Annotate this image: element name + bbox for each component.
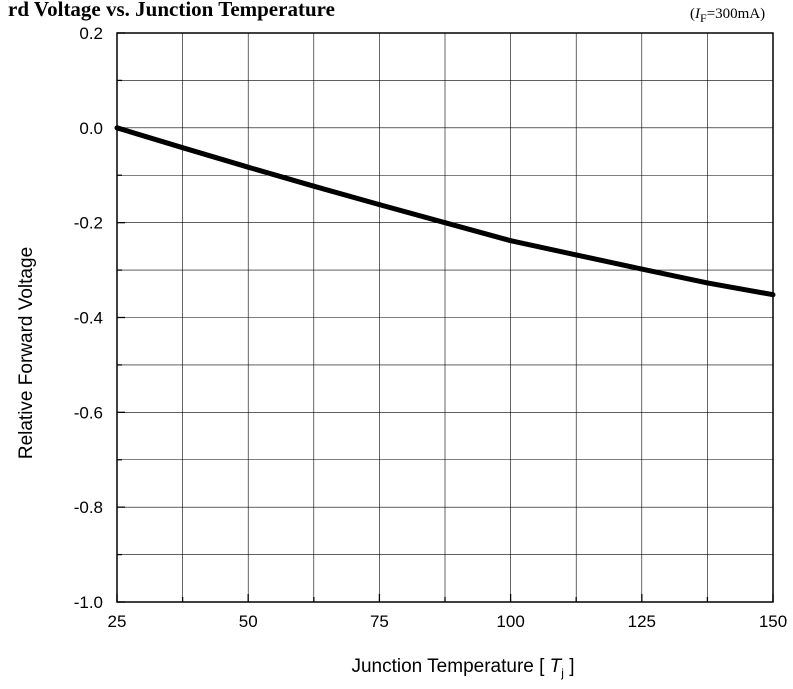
y-tick-label: -0.6 [74,403,103,422]
chart-title: rd Voltage vs. Junction Temperature [8,0,335,21]
x-tick-label: 50 [239,612,258,631]
y-tick-label: 0.2 [79,24,103,43]
test-condition: (IF=300mA) [690,6,765,25]
data-point [245,164,251,170]
y-tick-label: -0.4 [74,309,103,328]
x-tick-label: 150 [759,612,787,631]
data-point [573,252,579,258]
data-point [704,280,710,286]
grid-lines [117,33,773,602]
y-tick-label: -0.2 [74,214,103,233]
y-tick-label: 0.0 [79,119,103,138]
x-tick-label: 25 [108,612,127,631]
y-axis-title: Relative Forward Voltage [16,247,37,459]
data-point [311,183,317,189]
y-tick-label: -1.0 [74,593,103,612]
x-tick-label: 100 [496,612,524,631]
y-tick-label: -0.8 [74,498,103,517]
data-point [180,145,186,151]
data-point [376,202,382,208]
x-tick-label: 75 [370,612,389,631]
x-tick-label: 125 [628,612,656,631]
data-point [508,238,514,244]
tick-labels: 25 50 75 100 125 150 0.2 0.0 -0.2 -0.4 -0.6 -0.8 -1.… [74,24,787,631]
x-axis-title: Junction Temperature [ Tj ] [351,656,574,680]
data-point [442,220,448,226]
data-point [639,266,645,272]
tick-marks [116,32,774,603]
